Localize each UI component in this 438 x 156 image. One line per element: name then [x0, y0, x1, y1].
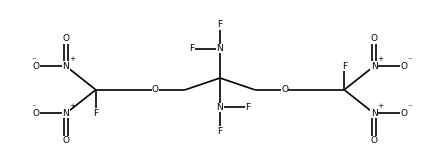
Text: O: O: [152, 85, 159, 94]
Text: N: N: [370, 109, 377, 118]
Text: O: O: [399, 109, 406, 118]
Text: N: N: [216, 44, 223, 53]
Text: ⁻: ⁻: [406, 56, 411, 65]
Text: N: N: [63, 109, 69, 118]
Text: +: +: [376, 56, 382, 62]
Text: O: O: [62, 136, 69, 145]
Text: F: F: [217, 127, 222, 136]
Text: O: O: [399, 62, 406, 71]
Text: +: +: [376, 103, 382, 110]
Text: F: F: [245, 103, 250, 112]
Text: F: F: [189, 44, 194, 53]
Text: +: +: [69, 56, 75, 62]
Text: F: F: [93, 109, 98, 118]
Text: ⁻: ⁻: [31, 103, 35, 112]
Text: N: N: [63, 62, 69, 71]
Text: +: +: [69, 103, 75, 110]
Text: F: F: [341, 62, 346, 71]
Text: O: O: [62, 34, 69, 43]
Text: N: N: [216, 103, 223, 112]
Text: O: O: [32, 109, 39, 118]
Text: ⁻: ⁻: [31, 56, 35, 65]
Text: O: O: [370, 34, 377, 43]
Text: ⁻: ⁻: [406, 103, 411, 112]
Text: N: N: [370, 62, 377, 71]
Text: O: O: [370, 136, 377, 145]
Text: O: O: [280, 85, 287, 94]
Text: O: O: [32, 62, 39, 71]
Text: F: F: [217, 20, 222, 29]
